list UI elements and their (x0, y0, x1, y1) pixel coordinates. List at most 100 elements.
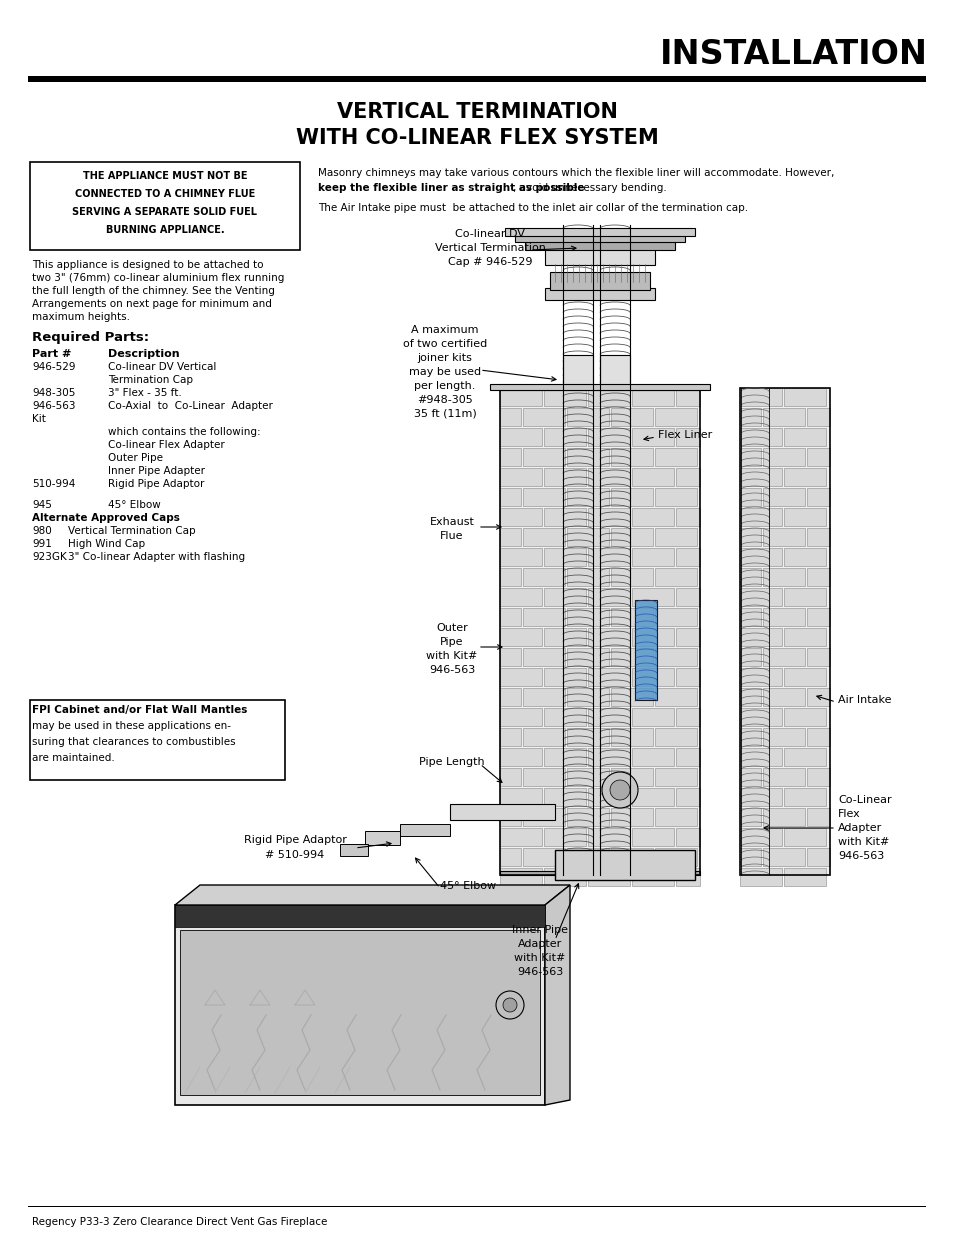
Bar (566, 648, 608, 666)
Text: are maintained.: are maintained. (32, 753, 114, 763)
Text: 923GK: 923GK (32, 552, 67, 562)
Bar (499, 568, 520, 585)
Bar (522, 768, 564, 785)
Bar (499, 727, 520, 746)
Bar (783, 788, 825, 806)
Bar (610, 608, 652, 626)
Text: Outer Pipe: Outer Pipe (108, 453, 163, 463)
Text: may be used in these applications en-: may be used in these applications en- (32, 721, 231, 731)
Bar (499, 508, 541, 526)
Bar (631, 548, 673, 566)
Bar (566, 848, 608, 866)
Bar (499, 388, 541, 406)
Bar (631, 388, 673, 406)
Text: two 3" (76mm) co-linear aluminium flex running: two 3" (76mm) co-linear aluminium flex r… (32, 273, 284, 283)
Bar (562, 871, 593, 876)
Text: Regency P33-3 Zero Clearance Direct Vent Gas Fireplace: Regency P33-3 Zero Clearance Direct Vent… (32, 1216, 327, 1228)
Text: Description: Description (108, 350, 179, 359)
Circle shape (609, 781, 629, 800)
Bar (655, 448, 697, 466)
Bar (783, 827, 825, 846)
Bar (676, 548, 700, 566)
Bar (806, 529, 829, 546)
Bar (587, 388, 629, 406)
Bar (30, 700, 285, 781)
Text: with Kit#: with Kit# (837, 837, 888, 847)
Bar (762, 727, 804, 746)
Text: Exhaust: Exhaust (429, 517, 474, 527)
Bar (543, 868, 585, 885)
Text: 45° Elbow: 45° Elbow (108, 500, 161, 510)
Bar (522, 529, 564, 546)
Bar (610, 448, 652, 466)
Bar (399, 824, 450, 836)
Circle shape (502, 998, 517, 1011)
Text: Inner Pipe Adapter: Inner Pipe Adapter (108, 466, 205, 475)
Bar (610, 808, 652, 826)
Text: with Kit#: with Kit# (514, 953, 565, 963)
Text: 945: 945 (32, 500, 51, 510)
Bar (676, 508, 700, 526)
Bar (499, 387, 700, 390)
Bar (783, 508, 825, 526)
Bar (631, 508, 673, 526)
Text: Air Intake: Air Intake (837, 695, 890, 705)
Text: This appliance is designed to be attached to: This appliance is designed to be attache… (32, 261, 263, 270)
Bar (740, 588, 781, 606)
Text: 948-305: 948-305 (32, 388, 75, 398)
Bar (762, 448, 804, 466)
Bar (676, 588, 700, 606)
Bar (676, 629, 700, 646)
Bar (631, 468, 673, 487)
Bar (499, 827, 541, 846)
Bar (610, 727, 652, 746)
Text: 991: 991 (32, 538, 51, 550)
Text: BURNING APPLIANCE.: BURNING APPLIANCE. (106, 225, 224, 235)
Bar (762, 568, 804, 585)
Bar (499, 629, 541, 646)
Bar (599, 354, 629, 385)
Bar (610, 488, 652, 506)
Bar (806, 848, 829, 866)
Bar (499, 548, 541, 566)
Text: Pipe: Pipe (439, 637, 463, 647)
Bar (610, 848, 652, 866)
Bar (806, 568, 829, 585)
Bar (783, 588, 825, 606)
Text: joiner kits: joiner kits (417, 353, 472, 363)
Text: Rigid Pipe Adaptor: Rigid Pipe Adaptor (243, 835, 346, 845)
Text: WITH CO-LINEAR FLEX SYSTEM: WITH CO-LINEAR FLEX SYSTEM (295, 128, 658, 148)
Bar (543, 668, 585, 685)
Bar (740, 568, 760, 585)
Text: 946-563: 946-563 (429, 664, 475, 676)
Bar (522, 727, 564, 746)
Bar (740, 768, 760, 785)
Text: Co-Linear: Co-Linear (837, 795, 891, 805)
Bar (28, 1205, 925, 1207)
Bar (543, 548, 585, 566)
Bar (740, 629, 781, 646)
Bar (762, 848, 804, 866)
Text: #948-305: #948-305 (416, 395, 473, 405)
Bar (783, 468, 825, 487)
Bar (655, 848, 697, 866)
Text: , avoid unnecessary bending.: , avoid unnecessary bending. (513, 183, 666, 193)
Bar (676, 388, 700, 406)
Bar (587, 827, 629, 846)
Bar (762, 529, 804, 546)
Text: THE APPLIANCE MUST NOT BE: THE APPLIANCE MUST NOT BE (83, 170, 247, 182)
Bar (740, 508, 781, 526)
Bar (499, 748, 541, 766)
Bar (550, 272, 649, 290)
Bar (740, 408, 760, 426)
Text: The Air Intake pipe must  be attached to the inlet air collar of the termination: The Air Intake pipe must be attached to … (317, 203, 747, 212)
Bar (655, 688, 697, 706)
Bar (806, 688, 829, 706)
Bar (566, 608, 608, 626)
Bar (806, 808, 829, 826)
Bar (740, 827, 781, 846)
Bar (762, 808, 804, 826)
Text: which contains the following:: which contains the following: (108, 427, 260, 437)
Bar (740, 448, 760, 466)
Bar (587, 588, 629, 606)
